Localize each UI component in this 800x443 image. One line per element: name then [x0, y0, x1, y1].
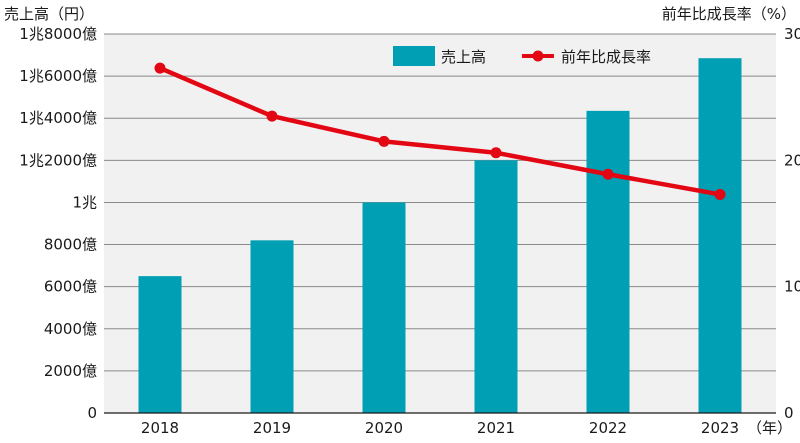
x-tick-label: 2019	[253, 419, 291, 437]
left-tick-label: 2000億	[44, 362, 97, 380]
line-series	[154, 62, 726, 200]
left-tick-label: 1兆	[72, 193, 97, 211]
legend-bar-label: 売上高	[441, 48, 486, 66]
x-axis: 2018 2019 2020 2021 2022 2023 （年）	[104, 412, 792, 437]
left-tick-label: 1兆8000億	[19, 25, 97, 43]
left-axis: 0 2000億 4000億 6000億 8000億 1兆 1兆2000億 1兆4000億 1兆6…	[19, 25, 97, 422]
left-tick-label: 8000億	[44, 236, 97, 254]
bar	[362, 202, 406, 413]
growth-point	[378, 135, 390, 147]
growth-point	[714, 188, 726, 200]
right-tick-label: 20	[784, 151, 800, 169]
left-axis-title: 売上高（円）	[4, 5, 94, 23]
left-tick-label: 6000億	[44, 278, 97, 296]
bar	[698, 58, 742, 413]
x-tick-label: 2023	[701, 419, 739, 437]
growth-point	[266, 110, 278, 122]
right-tick-label: 0	[784, 404, 794, 422]
bar	[586, 110, 630, 413]
growth-line	[159, 66, 721, 197]
x-tick-label: 2018	[141, 419, 179, 437]
growth-point	[602, 168, 614, 180]
legend-line-marker	[532, 50, 544, 62]
growth-point	[490, 147, 502, 159]
legend-line-label: 前年比成長率	[561, 48, 651, 66]
right-tick-label: 10	[784, 278, 800, 296]
x-unit-label: （年）	[747, 419, 792, 437]
left-tick-label: 0	[87, 404, 97, 422]
legend-bar-swatch	[393, 46, 435, 66]
bar	[138, 276, 182, 413]
plot-area	[104, 34, 776, 413]
growth-point	[154, 62, 166, 74]
right-axis: 0 10 20 30	[784, 25, 800, 422]
left-tick-label: 4000億	[44, 320, 97, 338]
legend: 売上高 前年比成長率	[393, 46, 651, 66]
right-axis-title: 前年比成長率（%）	[662, 5, 796, 23]
bar-series	[138, 58, 742, 413]
x-tick-label: 2022	[589, 419, 627, 437]
x-tick-label: 2020	[365, 419, 403, 437]
x-tick-label: 2021	[477, 419, 515, 437]
right-tick-label: 30	[784, 25, 800, 43]
left-tick-label: 1兆4000億	[19, 109, 97, 127]
left-tick-label: 1兆6000億	[19, 67, 97, 85]
bar	[250, 240, 294, 413]
grid-lines	[104, 33, 776, 372]
bar	[474, 160, 518, 413]
left-tick-label: 1兆2000億	[19, 151, 97, 169]
